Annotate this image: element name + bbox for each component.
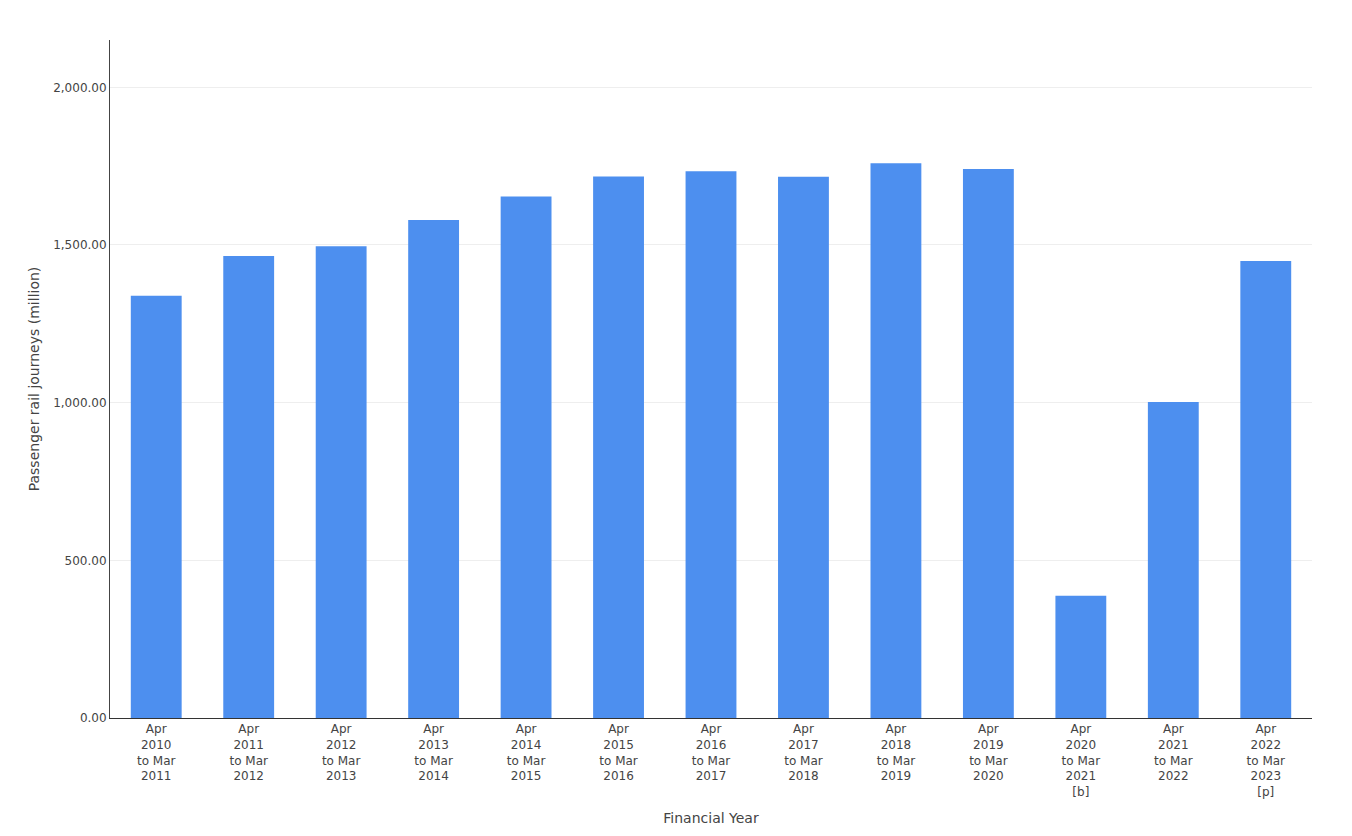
svg-text:0.00: 0.00 [80,711,107,725]
svg-text:500.00: 500.00 [65,554,107,568]
svg-text:1,500.00: 1,500.00 [53,238,106,252]
svg-text:Apr2012to Mar2013: Apr2012to Mar2013 [322,722,361,783]
svg-text:Apr2017to Mar2018: Apr2017to Mar2018 [784,722,823,783]
svg-text:Apr2013to Mar2014: Apr2013to Mar2014 [414,722,453,783]
svg-text:Apr2010to Mar2011: Apr2010to Mar2011 [137,722,176,783]
svg-text:Apr2014to Mar2015: Apr2014to Mar2015 [507,722,546,783]
svg-text:Apr2011to Mar2012: Apr2011to Mar2012 [229,722,268,783]
svg-text:Apr2016to Mar2017: Apr2016to Mar2017 [692,722,731,783]
svg-text:Apr2015to Mar2016: Apr2015to Mar2016 [599,722,638,783]
svg-text:1,000.00: 1,000.00 [53,396,106,410]
svg-text:2,000.00: 2,000.00 [53,81,106,95]
svg-text:Apr2018to Mar2019: Apr2018to Mar2019 [877,722,916,783]
svg-text:Apr2019to Mar2020: Apr2019to Mar2020 [969,722,1008,783]
svg-text:Apr2020to Mar2021[b]: Apr2020to Mar2021[b] [1062,722,1101,798]
svg-text:Passenger rail journeys (milli: Passenger rail journeys (million) [26,267,42,492]
svg-text:Financial Year: Financial Year [663,810,759,826]
svg-text:Apr2022to Mar2023[p]: Apr2022to Mar2023[p] [1247,722,1286,798]
svg-text:Apr2021to Mar2022: Apr2021to Mar2022 [1154,722,1193,783]
